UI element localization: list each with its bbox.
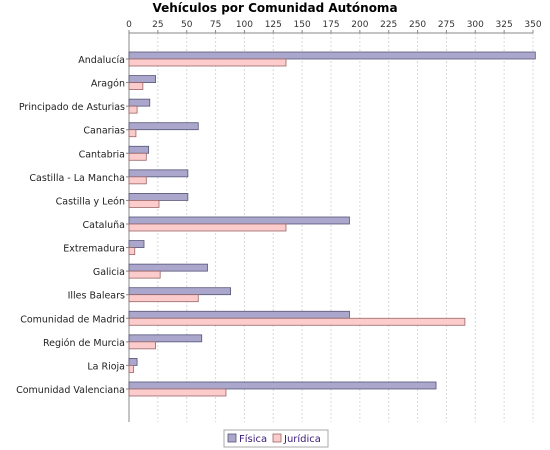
bar-fisica <box>128 145 150 154</box>
category-label: Cataluña <box>82 220 125 231</box>
bar-fisica <box>128 193 189 201</box>
category-label: Illes Balears <box>68 291 125 302</box>
x-tick-label: 275 <box>438 20 455 30</box>
bar-fisica <box>128 169 189 178</box>
bar-fisica <box>128 216 350 225</box>
bar-juridica <box>128 129 137 138</box>
bar-juridica <box>128 270 161 279</box>
category-label: Canarias <box>83 126 125 137</box>
bar-juridica <box>128 176 147 185</box>
bar-juridica <box>128 152 147 161</box>
category-label: Extremadura <box>63 244 125 255</box>
category-label: Castilla y León <box>56 196 125 207</box>
x-tick-label: 25 <box>152 20 163 30</box>
bar-juridica <box>128 365 135 373</box>
bar-juridica <box>128 105 138 114</box>
bars <box>128 51 536 397</box>
category-label: La Rioja <box>87 361 125 372</box>
category-label: Comunidad de Madrid <box>20 314 125 325</box>
category-label: Aragón <box>91 79 125 90</box>
bar-fisica <box>128 287 231 296</box>
bar-fisica <box>128 98 151 107</box>
category-label: Galicia <box>93 267 125 278</box>
bar-juridica <box>128 341 156 350</box>
bar-fisica <box>128 75 156 83</box>
x-tick-label: 200 <box>351 20 368 30</box>
bar-fisica <box>128 263 208 272</box>
chart-title: Vehículos por Comunidad Autónoma <box>152 1 398 15</box>
bar-juridica <box>128 200 160 208</box>
category-labels: Andalucía Aragón Principado de Asturias Can… <box>16 55 125 396</box>
bar-juridica <box>128 294 199 303</box>
bar-fisica <box>128 310 350 319</box>
bar-juridica <box>128 58 287 67</box>
bar-fisica <box>128 358 138 366</box>
legend-label: Jurídica <box>283 433 321 445</box>
x-tick-label: 125 <box>265 20 282 30</box>
x-tick-label: 300 <box>467 20 484 30</box>
category-label: Principado de Asturias <box>19 102 125 113</box>
x-tick-label: 0 <box>126 20 132 30</box>
x-tick-label: 350 <box>524 20 541 30</box>
legend-label: Física <box>239 433 267 445</box>
x-tick-label: 225 <box>380 20 397 30</box>
bar-juridica <box>128 223 287 232</box>
category-label: Región de Murcia <box>43 338 125 349</box>
x-tick-label: 150 <box>294 20 311 30</box>
x-tick-label: 75 <box>210 20 221 30</box>
x-tick-label: 100 <box>236 20 253 30</box>
x-tick-labels: 0 25 50 75 100 125 150 175 200 225 250 275 300 325 350 <box>126 20 542 30</box>
x-tick-label: 50 <box>181 20 193 30</box>
grid-lines <box>157 33 534 422</box>
category-label: Comunidad Valenciana <box>16 385 125 396</box>
category-label: Cantabria <box>79 149 125 160</box>
legend: Física Jurídica <box>223 429 329 448</box>
bar-juridica <box>128 388 227 397</box>
bar-fisica <box>128 334 203 343</box>
bar-juridica <box>128 82 144 90</box>
legend-swatch <box>227 433 237 443</box>
category-label: Castilla - La Mancha <box>29 173 125 184</box>
x-tick-label: 325 <box>496 20 513 30</box>
bar-fisica <box>128 240 145 248</box>
bar-juridica <box>128 247 136 255</box>
bar-fisica <box>128 381 437 390</box>
legend-swatch <box>272 433 282 443</box>
x-tick-label: 250 <box>409 20 426 30</box>
bar-juridica <box>128 317 466 326</box>
bar-fisica <box>128 51 536 60</box>
category-label: Andalucía <box>78 55 125 66</box>
x-tick-label: 175 <box>322 20 339 30</box>
bar-fisica <box>128 122 199 131</box>
